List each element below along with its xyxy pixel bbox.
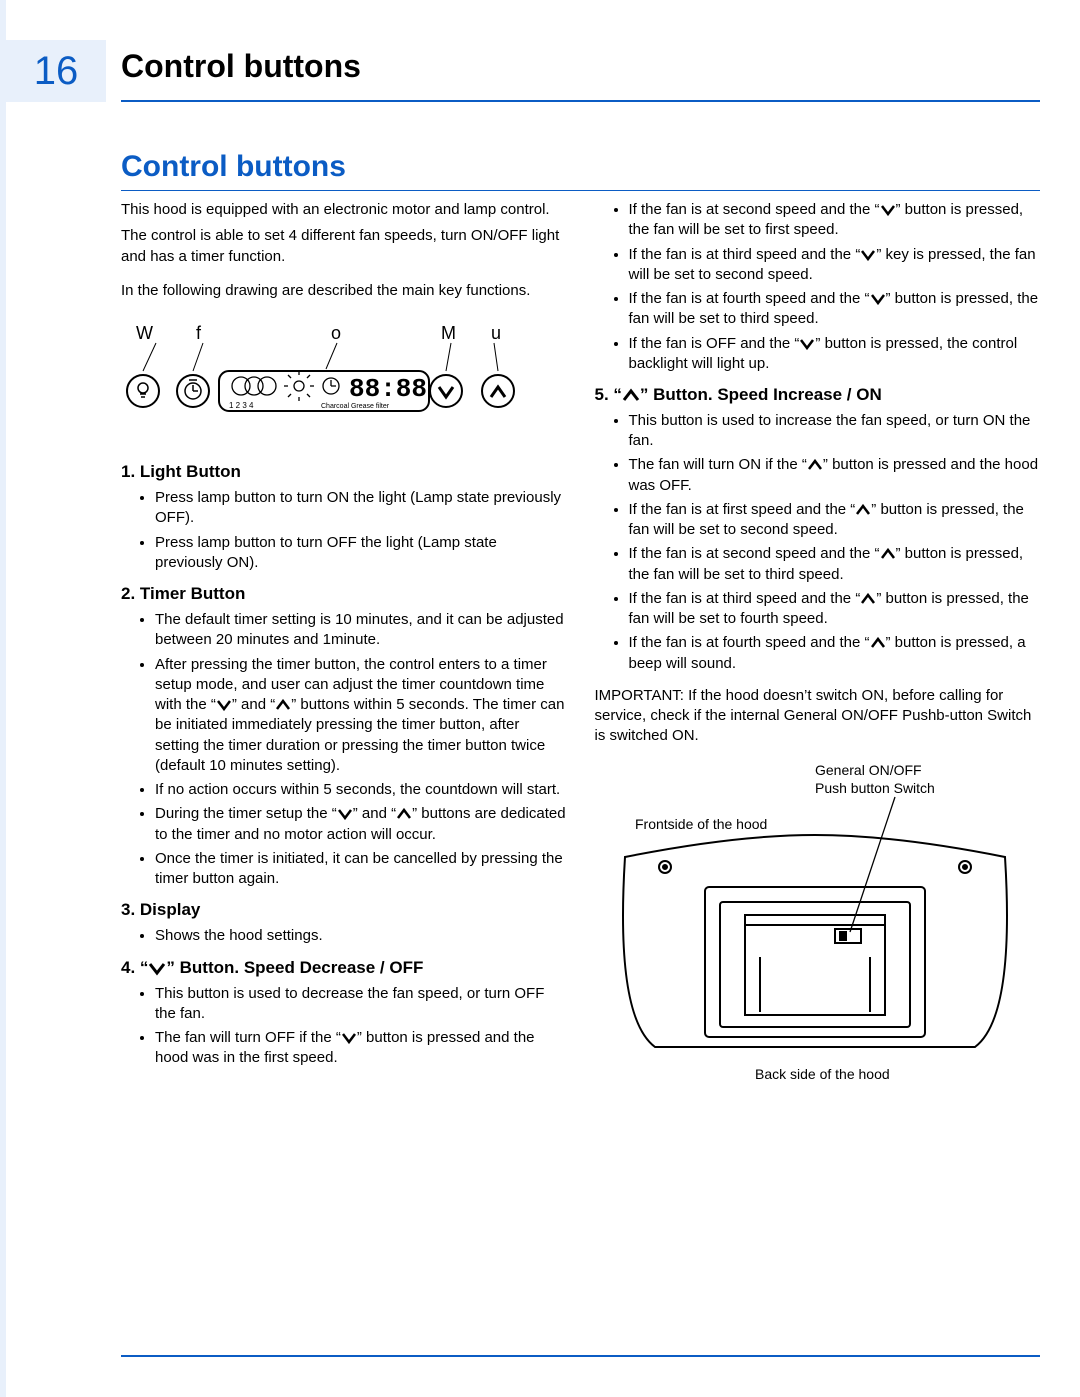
list-item: Once the timer is initiated, it can be c… xyxy=(155,849,567,890)
intro-p1: This hood is equipped with an electronic… xyxy=(121,200,567,220)
footer-rule xyxy=(121,1355,1040,1357)
left-column: This hood is equipped with an electronic… xyxy=(121,200,567,1347)
list-item: After pressing the timer button, the con… xyxy=(155,655,567,777)
callout-f: f xyxy=(196,323,202,343)
chevron-up-icon xyxy=(860,592,876,606)
chevron-up-icon xyxy=(396,807,412,821)
list-item: During the timer setup the “” and “” but… xyxy=(155,804,567,845)
chevron-down-icon xyxy=(880,203,896,217)
list-item: If no action occurs within 5 seconds, th… xyxy=(155,780,567,800)
hood-label-switch2: Push button Switch xyxy=(815,780,935,796)
chevron-down-icon xyxy=(148,961,166,976)
list-item: If the fan is OFF and the “” button is p… xyxy=(629,334,1041,375)
chevron-down-icon xyxy=(799,337,815,351)
display-digits: 88:88 xyxy=(349,374,427,404)
section-title: Control buttons xyxy=(121,150,346,184)
list-item: If the fan is at fourth speed and the “”… xyxy=(629,633,1041,674)
chevron-up-icon xyxy=(855,503,871,517)
s3-list: Shows the hood settings. xyxy=(121,926,567,946)
filter-label: Charcoal Grease filter xyxy=(321,403,390,410)
callout-u: u xyxy=(491,323,501,343)
intro-p2: The control is able to set 4 different f… xyxy=(121,226,567,267)
chevron-up-icon xyxy=(880,547,896,561)
chevron-down-icon xyxy=(216,698,232,712)
list-item: If the fan is at first speed and the “” … xyxy=(629,500,1041,541)
list-item: Press lamp button to turn ON the light (… xyxy=(155,488,567,529)
s5-list: This button is used to increase the fan … xyxy=(595,411,1041,674)
s4-list-a: This button is used to decrease the fan … xyxy=(121,984,567,1069)
s1-list: Press lamp button to turn ON the light (… xyxy=(121,488,567,573)
content-columns: This hood is equipped with an electronic… xyxy=(121,200,1040,1347)
chevron-up-icon xyxy=(807,458,823,472)
callout-m: M xyxy=(441,323,456,343)
section-rule xyxy=(121,190,1040,191)
intro-block: This hood is equipped with an electronic… xyxy=(121,200,567,301)
important-note: IMPORTANT: If the hood doesn’t switch ON… xyxy=(595,686,1041,747)
list-item: The fan will turn OFF if the “” button i… xyxy=(155,1028,567,1069)
s2-title: 2. Timer Button xyxy=(121,583,567,606)
list-item: This button is used to decrease the fan … xyxy=(155,984,567,1025)
hood-label-switch1: General ON/OFF xyxy=(815,762,922,778)
list-item: If the fan is at fourth speed and the “”… xyxy=(629,289,1041,330)
hood-label-front: Frontside of the hood xyxy=(635,816,767,832)
s2-list: The default timer setting is 10 minutes,… xyxy=(121,610,567,889)
callout-o: o xyxy=(331,323,341,343)
list-item: Shows the hood settings. xyxy=(155,926,567,946)
hood-label-back: Back side of the hood xyxy=(755,1066,890,1082)
s4-list-b: If the fan is at second speed and the “”… xyxy=(595,200,1041,374)
control-panel-diagram: W f o M u xyxy=(121,321,521,431)
s4-title: 4. “” Button. Speed Decrease / OFF xyxy=(121,957,567,980)
chevron-down-icon xyxy=(870,292,886,306)
indicator-numbers: 1 2 3 4 xyxy=(229,401,254,410)
list-item: If the fan is at third speed and the “” … xyxy=(629,589,1041,630)
intro-p3: In the following drawing are described t… xyxy=(121,281,567,301)
chevron-down-icon xyxy=(337,807,353,821)
chevron-up-icon xyxy=(870,636,886,650)
chevron-down-icon xyxy=(860,248,876,262)
page: 16 Control buttons Control buttons This … xyxy=(0,0,1080,1397)
right-column: If the fan is at second speed and the “”… xyxy=(595,200,1041,1347)
list-item: The fan will turn ON if the “” button is… xyxy=(629,455,1041,496)
header-title: Control buttons xyxy=(121,48,361,85)
list-item: If the fan is at second speed and the “”… xyxy=(629,200,1041,241)
hood-diagram: General ON/OFF Push button Switch Fronts… xyxy=(595,757,1035,1087)
list-item: If the fan is at third speed and the “” … xyxy=(629,245,1041,286)
list-item: Press lamp button to turn OFF the light … xyxy=(155,533,567,574)
s5-title: 5. “” Button. Speed Increase / ON xyxy=(595,384,1041,407)
list-item: The default timer setting is 10 minutes,… xyxy=(155,610,567,651)
header-rule xyxy=(121,100,1040,102)
s3-title: 3. Display xyxy=(121,899,567,922)
s1-title: 1. Light Button xyxy=(121,461,567,484)
callout-w: W xyxy=(136,323,153,343)
chevron-up-icon xyxy=(275,698,291,712)
list-item: If the fan is at second speed and the “”… xyxy=(629,544,1041,585)
list-item: This button is used to increase the fan … xyxy=(629,411,1041,452)
chevron-down-icon xyxy=(341,1031,357,1045)
chevron-up-icon xyxy=(622,388,640,403)
page-number: 16 xyxy=(6,40,106,102)
